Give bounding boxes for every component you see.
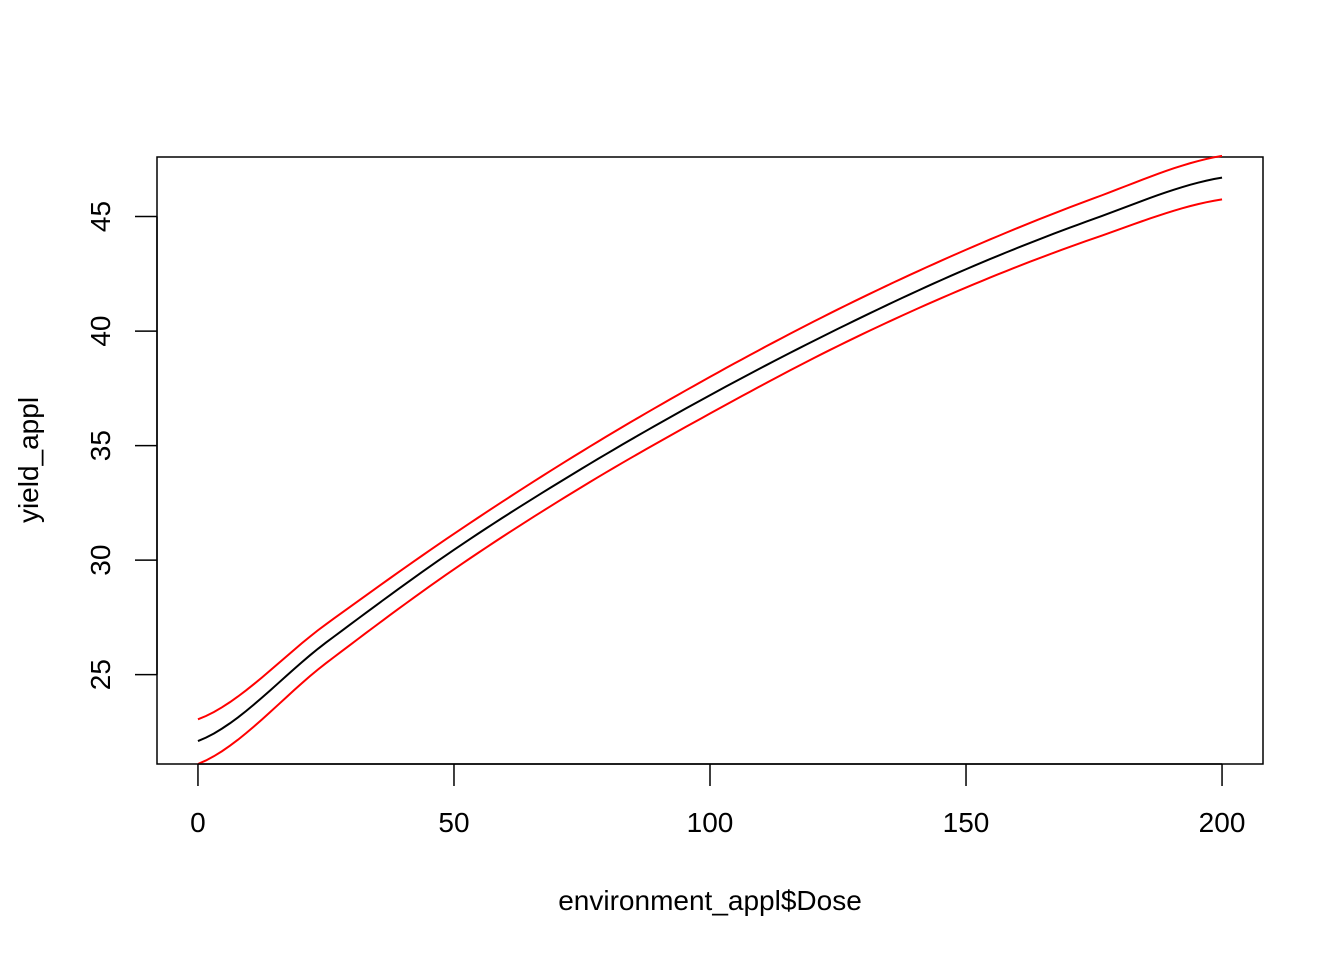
- y-axis: 25 30 35 40 45: [85, 201, 158, 690]
- series-line-3: [197, 198, 1223, 765]
- x-axis: 0 50 100 150 200: [190, 763, 1246, 838]
- x-tick-label: 50: [438, 807, 469, 838]
- y-axis-label: yield_appl: [13, 397, 44, 523]
- y-tick-label: 25: [85, 659, 116, 690]
- y-tick-label: 45: [85, 201, 116, 232]
- y-tick-label: 30: [85, 545, 116, 576]
- x-axis-label: environment_appl$Dose: [558, 885, 862, 916]
- y-tick-label: 35: [85, 430, 116, 461]
- series-line-2: [197, 154, 1223, 721]
- x-tick-label: 200: [1199, 807, 1246, 838]
- plot-frame: [156, 156, 1264, 765]
- x-tick-label: 100: [687, 807, 734, 838]
- y-tick-label: 40: [85, 316, 116, 347]
- series-layer: [197, 154, 1223, 765]
- series-line-1: [197, 176, 1223, 743]
- x-tick-label: 150: [943, 807, 990, 838]
- x-tick-label: 0: [190, 807, 206, 838]
